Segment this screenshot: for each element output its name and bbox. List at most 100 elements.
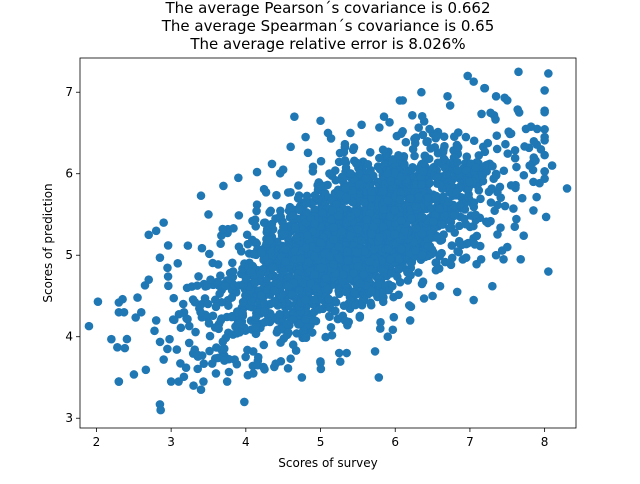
data-point	[414, 268, 423, 277]
data-point	[316, 364, 326, 374]
data-point	[395, 195, 405, 204]
x-tick-label: 6	[391, 435, 399, 449]
data-point	[196, 307, 205, 317]
data-point	[339, 301, 349, 310]
data-point	[443, 92, 452, 101]
data-point	[529, 136, 539, 146]
data-point	[282, 319, 291, 329]
data-point	[284, 328, 293, 338]
data-point	[452, 188, 461, 198]
data-point	[547, 161, 557, 170]
data-point	[350, 288, 359, 297]
data-point	[452, 287, 462, 297]
data-point	[383, 196, 393, 205]
x-tick-label: 7	[466, 435, 474, 449]
data-point	[483, 218, 493, 228]
data-point	[346, 212, 356, 222]
data-point	[403, 268, 412, 277]
data-point	[327, 215, 337, 224]
data-point	[141, 365, 151, 375]
data-point	[325, 312, 334, 322]
data-point	[169, 293, 179, 303]
data-point	[411, 246, 420, 256]
data-point	[213, 277, 222, 287]
data-point	[253, 352, 263, 362]
data-point	[348, 197, 357, 207]
data-point	[532, 124, 542, 134]
data-point	[353, 225, 363, 234]
data-point	[414, 192, 424, 201]
data-point	[280, 257, 290, 266]
x-tick-label: 8	[541, 435, 549, 449]
data-point	[488, 161, 497, 171]
data-point	[348, 186, 357, 195]
data-point	[442, 170, 451, 179]
data-point	[239, 279, 248, 289]
data-point	[453, 165, 462, 175]
data-point	[406, 258, 416, 268]
data-point	[241, 352, 250, 362]
data-point	[394, 290, 404, 300]
data-point	[375, 123, 384, 132]
data-point	[425, 124, 434, 134]
data-point	[502, 242, 512, 252]
data-point	[310, 295, 320, 304]
data-point	[286, 187, 295, 197]
data-point	[400, 226, 410, 236]
data-point	[418, 167, 428, 176]
data-point	[361, 173, 371, 183]
data-point	[378, 187, 388, 197]
data-point	[329, 259, 338, 269]
data-point	[286, 142, 295, 152]
data-point	[216, 239, 225, 248]
data-point	[265, 236, 274, 246]
data-point	[514, 67, 523, 77]
data-point	[242, 230, 252, 240]
data-point	[410, 151, 419, 161]
data-point	[440, 257, 450, 267]
y-tick-label: 6	[65, 167, 73, 181]
data-point	[428, 291, 437, 301]
data-point	[159, 355, 168, 364]
data-point	[197, 243, 207, 253]
data-point	[503, 149, 513, 158]
data-point	[469, 295, 478, 305]
data-point	[166, 377, 176, 386]
data-point	[447, 253, 457, 263]
data-point	[150, 326, 159, 336]
data-point	[525, 161, 534, 170]
data-point	[316, 263, 326, 273]
data-point	[163, 344, 172, 354]
data-point	[218, 224, 227, 234]
data-point	[374, 279, 384, 288]
data-point	[259, 184, 269, 194]
data-point	[513, 105, 522, 114]
data-point	[445, 101, 455, 110]
data-point	[357, 236, 366, 245]
data-point	[215, 289, 224, 299]
data-point	[252, 206, 261, 216]
data-point	[505, 129, 515, 139]
data-point	[449, 132, 459, 142]
data-point	[263, 285, 272, 294]
data-point	[275, 309, 284, 319]
data-point	[248, 347, 258, 356]
data-point	[389, 168, 399, 178]
data-point	[136, 307, 146, 317]
data-point	[300, 295, 310, 305]
data-point	[358, 297, 367, 307]
data-point	[365, 148, 375, 157]
data-point	[540, 86, 549, 95]
data-point	[228, 258, 237, 268]
data-point	[243, 239, 253, 249]
data-point	[184, 321, 194, 331]
data-point	[314, 305, 324, 314]
data-point	[335, 286, 344, 296]
data-point	[174, 377, 183, 386]
data-point	[417, 229, 427, 239]
data-point	[341, 193, 351, 203]
data-point	[388, 281, 397, 291]
data-point	[329, 235, 338, 244]
data-point	[260, 307, 269, 316]
data-point	[250, 215, 260, 225]
